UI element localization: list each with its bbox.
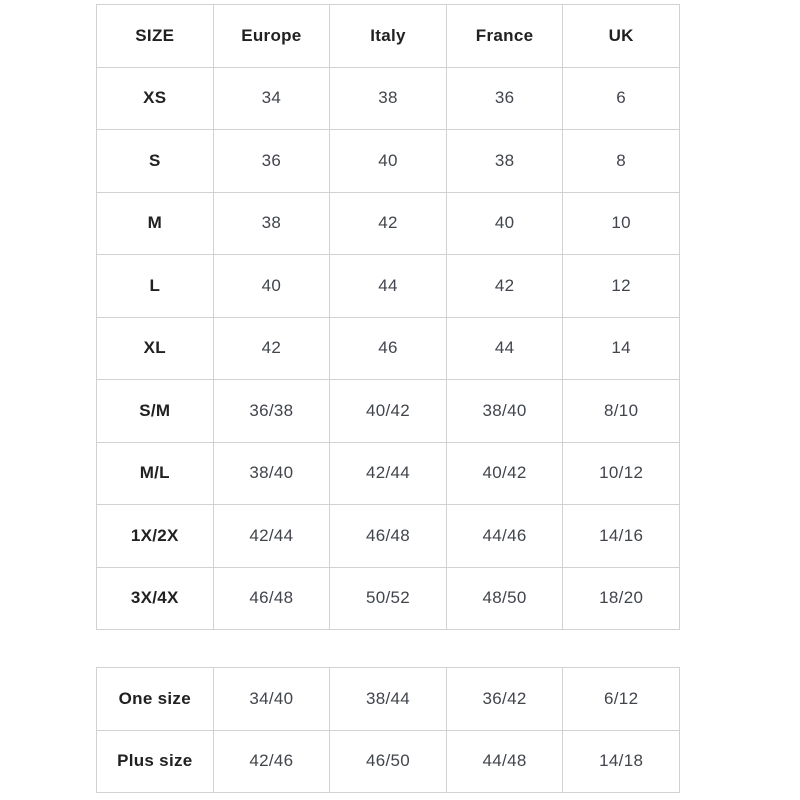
size-value-cell: 42/44 [212, 504, 331, 568]
table-row-xl: XL 42 46 44 14 [96, 316, 680, 380]
size-value-cell: 40 [212, 254, 331, 318]
size-value-cell: 40 [329, 129, 447, 193]
size-value-cell: 46/48 [329, 504, 447, 568]
row-label: XS [96, 66, 214, 130]
size-value-cell: 18/20 [562, 566, 680, 630]
size-value-cell: 48/50 [445, 566, 564, 630]
column-header-italy: Italy [329, 4, 447, 68]
row-label: S [96, 129, 214, 193]
size-value-cell: 34 [212, 66, 331, 130]
row-label: M/L [96, 441, 214, 505]
size-value-cell: 44/46 [445, 504, 564, 568]
table-row-plus-size: Plus size 42/46 46/50 44/48 14/18 [96, 729, 680, 793]
size-value-cell: 6 [562, 66, 680, 130]
size-value-cell: 38/44 [329, 667, 447, 731]
special-sizes-table: One size 34/40 38/44 36/42 6/12 Plus siz… [96, 667, 680, 793]
size-value-cell: 42 [212, 316, 331, 380]
size-value-cell: 38 [445, 129, 564, 193]
size-value-cell: 38 [212, 191, 331, 255]
row-label: 1X/2X [96, 504, 214, 568]
size-value-cell: 46/50 [329, 729, 447, 793]
size-value-cell: 6/12 [562, 667, 680, 731]
row-label: Plus size [96, 729, 214, 793]
size-value-cell: 42 [329, 191, 447, 255]
table-row-l: L 40 44 42 12 [96, 254, 680, 318]
row-label: L [96, 254, 214, 318]
size-value-cell: 8/10 [562, 379, 680, 443]
size-value-cell: 40/42 [445, 441, 564, 505]
size-value-cell: 14/16 [562, 504, 680, 568]
column-header-france: France [445, 4, 564, 68]
table-row-3x4x: 3X/4X 46/48 50/52 48/50 18/20 [96, 566, 680, 630]
size-value-cell: 42 [445, 254, 564, 318]
size-value-cell: 38 [329, 66, 447, 130]
table-row-m: M 38 42 40 10 [96, 191, 680, 255]
size-value-cell: 10 [562, 191, 680, 255]
size-value-cell: 44 [445, 316, 564, 380]
size-value-cell: 36/38 [212, 379, 331, 443]
size-value-cell: 12 [562, 254, 680, 318]
row-label: M [96, 191, 214, 255]
size-value-cell: 46 [329, 316, 447, 380]
size-value-cell: 8 [562, 129, 680, 193]
size-value-cell: 40 [445, 191, 564, 255]
row-label: 3X/4X [96, 566, 214, 630]
table-row-s: S 36 40 38 8 [96, 129, 680, 193]
row-label: S/M [96, 379, 214, 443]
size-value-cell: 36 [445, 66, 564, 130]
size-value-cell: 46/48 [212, 566, 331, 630]
size-value-cell: 36 [212, 129, 331, 193]
size-value-cell: 44 [329, 254, 447, 318]
header-row: SIZE Europe Italy France UK [96, 4, 680, 68]
table-row-ml: M/L 38/40 42/44 40/42 10/12 [96, 441, 680, 505]
column-header-size: SIZE [96, 4, 214, 68]
table-row-xs: XS 34 38 36 6 [96, 66, 680, 130]
size-value-cell: 38/40 [212, 441, 331, 505]
size-value-cell: 42/46 [212, 729, 331, 793]
size-value-cell: 38/40 [445, 379, 564, 443]
row-label: XL [96, 316, 214, 380]
size-value-cell: 14/18 [562, 729, 680, 793]
size-value-cell: 44/48 [445, 729, 564, 793]
size-conversion-table: SIZE Europe Italy France UK XS 34 38 36 … [96, 4, 680, 630]
size-value-cell: 42/44 [329, 441, 447, 505]
size-value-cell: 40/42 [329, 379, 447, 443]
size-value-cell: 34/40 [212, 667, 331, 731]
table-row-one-size: One size 34/40 38/44 36/42 6/12 [96, 667, 680, 731]
column-header-uk: UK [562, 4, 680, 68]
table-row-1x2x: 1X/2X 42/44 46/48 44/46 14/16 [96, 504, 680, 568]
column-header-europe: Europe [212, 4, 331, 68]
size-value-cell: 14 [562, 316, 680, 380]
size-value-cell: 10/12 [562, 441, 680, 505]
table-row-sm: S/M 36/38 40/42 38/40 8/10 [96, 379, 680, 443]
size-value-cell: 36/42 [445, 667, 564, 731]
size-value-cell: 50/52 [329, 566, 447, 630]
row-label: One size [96, 667, 214, 731]
